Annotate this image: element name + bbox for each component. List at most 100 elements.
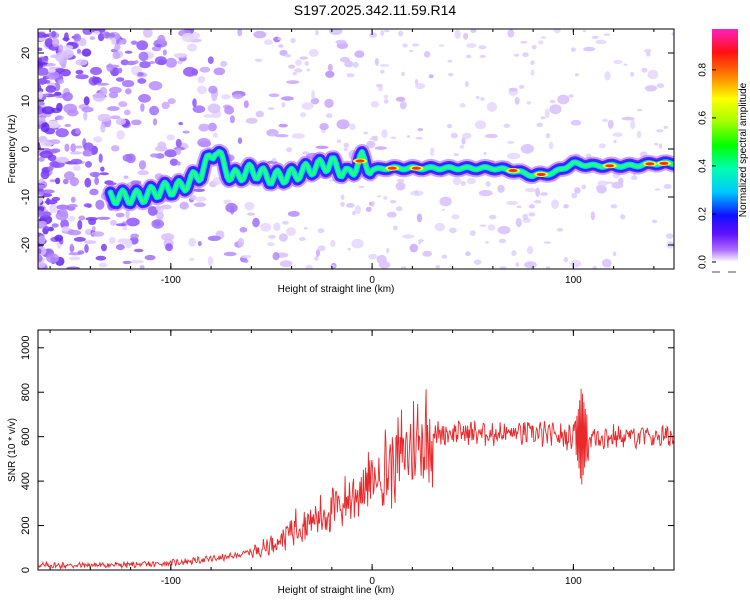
noise-blob xyxy=(602,258,612,268)
noise-blob xyxy=(198,140,212,148)
noise-blob xyxy=(563,257,569,263)
noise-blob xyxy=(55,156,69,164)
hotspot-core xyxy=(605,164,615,168)
noise-blob xyxy=(70,158,83,165)
noise-blob xyxy=(484,133,498,139)
noise-blob xyxy=(470,29,477,33)
noise-blob xyxy=(164,149,178,158)
noise-blob xyxy=(654,142,659,146)
noise-blob xyxy=(45,85,57,93)
noise-blob xyxy=(417,128,424,132)
noise-blob xyxy=(383,94,389,99)
noise-blob xyxy=(193,188,206,192)
bottom-xtick-label: 100 xyxy=(565,576,582,587)
noise-blob xyxy=(97,216,111,220)
noise-blob xyxy=(264,39,273,46)
noise-blob xyxy=(93,30,101,35)
noise-blob xyxy=(399,101,407,110)
noise-blob xyxy=(118,101,128,108)
noise-blob xyxy=(656,129,664,133)
noise-blob xyxy=(67,203,78,208)
noise-blob xyxy=(179,201,189,210)
noise-blob xyxy=(68,215,76,222)
chart-title: S197.2025.342.11.59.R14 xyxy=(293,2,457,18)
noise-blob xyxy=(460,181,466,186)
noise-blob xyxy=(630,175,638,180)
noise-blob xyxy=(531,44,537,50)
noise-blob xyxy=(91,231,105,237)
noise-blob xyxy=(540,192,548,196)
noise-blob xyxy=(131,119,142,126)
noise-blob xyxy=(107,106,120,112)
noise-blob xyxy=(644,85,658,92)
noise-blob xyxy=(637,108,643,112)
noise-blob xyxy=(130,259,144,264)
noise-blob xyxy=(197,241,202,247)
noise-blob xyxy=(636,130,642,138)
noise-blob xyxy=(189,257,195,261)
noise-blob xyxy=(406,135,411,138)
noise-blob xyxy=(45,197,51,206)
noise-blob xyxy=(173,53,186,57)
noise-blob xyxy=(497,225,511,235)
noise-blob xyxy=(83,96,90,106)
noise-blob xyxy=(343,147,348,152)
noise-blob xyxy=(479,54,486,59)
noise-blob xyxy=(51,223,59,228)
noise-blob xyxy=(106,182,117,186)
hotspot-core xyxy=(659,161,669,165)
noise-blob xyxy=(269,133,276,136)
noise-blob xyxy=(354,50,365,58)
noise-blob xyxy=(110,115,121,120)
noise-blob xyxy=(349,123,356,131)
noise-blob xyxy=(508,87,518,92)
noise-blob xyxy=(540,116,546,120)
noise-blob xyxy=(198,123,210,132)
noise-blob xyxy=(379,63,390,67)
noise-blob xyxy=(66,266,80,269)
noise-blob xyxy=(516,205,522,209)
noise-blob xyxy=(548,141,554,150)
noise-blob xyxy=(223,199,232,205)
noise-blob xyxy=(506,140,515,144)
noise-blob xyxy=(306,68,310,72)
noise-blob xyxy=(73,237,86,242)
noise-blob xyxy=(295,59,302,66)
noise-blob xyxy=(644,49,652,53)
noise-blob xyxy=(365,206,372,212)
noise-blob xyxy=(630,71,635,77)
noise-blob xyxy=(374,146,387,150)
noise-blob xyxy=(116,244,125,251)
noise-blob xyxy=(524,261,537,269)
noise-blob xyxy=(73,33,82,42)
noise-blob xyxy=(507,29,515,38)
noise-blob xyxy=(133,248,144,253)
bottom-ytick-label: 800 xyxy=(20,383,32,401)
noise-blob xyxy=(430,147,435,157)
noise-blob xyxy=(409,49,414,53)
noise-blob xyxy=(58,79,65,84)
noise-blob xyxy=(99,87,108,96)
hotspot-core xyxy=(387,166,397,170)
noise-blob xyxy=(571,192,578,199)
noise-blob xyxy=(124,50,133,54)
noise-blob xyxy=(461,137,466,145)
noise-blob xyxy=(499,266,507,269)
noise-blob xyxy=(278,233,288,242)
noise-blob xyxy=(381,129,388,139)
noise-blob xyxy=(243,100,249,109)
noise-blob xyxy=(487,224,496,231)
top-xtick-label: 0 xyxy=(369,275,375,286)
noise-blob xyxy=(90,66,102,76)
noise-blob xyxy=(56,102,63,112)
noise-blob xyxy=(469,230,476,237)
noise-blob xyxy=(520,143,534,154)
noise-blob xyxy=(485,241,489,244)
noise-blob xyxy=(428,74,434,79)
noise-blob xyxy=(47,165,54,171)
noise-blob xyxy=(124,109,131,116)
noise-blob xyxy=(546,266,551,269)
noise-blob xyxy=(286,227,296,236)
noise-blob xyxy=(418,239,424,243)
noise-blob xyxy=(480,97,485,101)
